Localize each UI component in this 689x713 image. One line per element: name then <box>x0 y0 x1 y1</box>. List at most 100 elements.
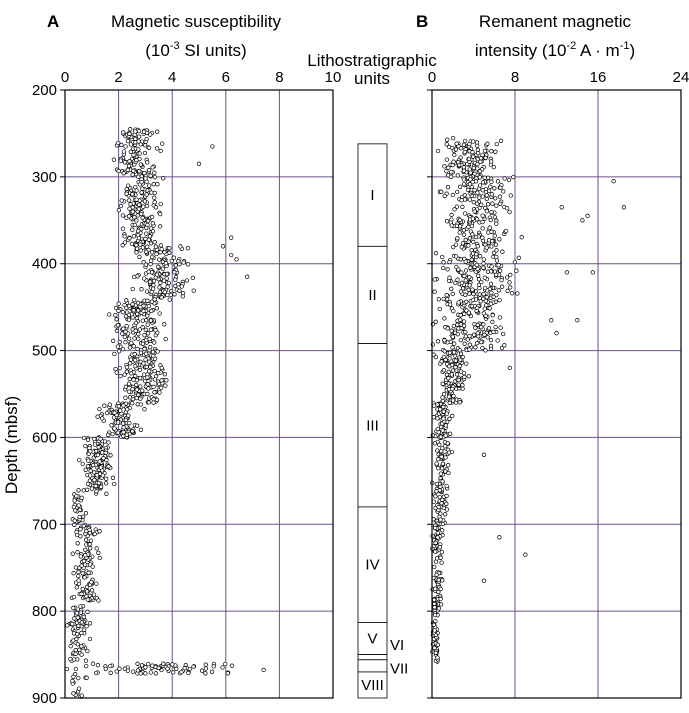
panel-a-data-point <box>114 669 119 674</box>
panel-b-data-point <box>432 277 437 282</box>
panel-a-data-point <box>148 345 153 350</box>
panel-b-data-point <box>462 138 468 144</box>
panel-b-data-point <box>444 168 449 174</box>
panel-a-data-point <box>78 554 83 559</box>
panel-b-data-point <box>433 251 439 256</box>
panel-a-data-point <box>203 666 209 671</box>
panel-a-data-point <box>115 420 121 425</box>
panel-b-data-point <box>448 174 454 179</box>
panel-b-outlier-point <box>523 552 528 557</box>
panel-a-data-point <box>167 297 172 302</box>
panel-a-data-point <box>80 461 85 467</box>
panel-b-data-point <box>511 174 516 180</box>
panel-a-data-point <box>72 518 77 523</box>
panel-b-data-point <box>446 463 451 468</box>
panel-b-data-point <box>500 249 505 254</box>
panel-a-y-tick-label: 300 <box>32 169 57 186</box>
panel-a-data-point <box>78 610 83 615</box>
panel-b-data-point <box>489 179 494 184</box>
panel-a-data-point <box>125 183 131 188</box>
panel-b-data-point <box>485 202 491 207</box>
panel-b-data-point <box>445 297 450 302</box>
panel-a-data-point <box>83 547 88 552</box>
panel-a-data-point <box>148 318 154 323</box>
panel-b-data-point <box>436 430 441 435</box>
panel-b-data-point <box>458 313 463 318</box>
panel-a-data-point <box>108 663 113 669</box>
panel-b-data-point <box>482 175 487 180</box>
panel-a-data-point <box>151 384 156 390</box>
panel-a-data-point <box>135 668 141 673</box>
panel-a-data-point <box>159 247 164 252</box>
panel-a-data-point <box>126 198 132 203</box>
panel-a-data-point <box>89 486 95 491</box>
panel-b-data-point <box>489 192 494 197</box>
panel-a-data-point <box>130 227 135 232</box>
panel-a-data-point <box>90 462 96 468</box>
panel-b-data-point <box>508 193 513 198</box>
panel-a-data-point <box>121 171 126 176</box>
panel-b-data-point <box>478 299 483 304</box>
panel-a-data-point <box>116 301 121 306</box>
panel-b-data-point <box>451 393 456 399</box>
panel-b-data-point <box>489 159 494 164</box>
panel-b-data-point <box>483 155 488 160</box>
panel-a-data-point <box>223 661 228 667</box>
panel-b-data-point <box>462 273 467 279</box>
panel-b-data-point <box>455 332 460 337</box>
panel-a-data-point <box>112 351 117 357</box>
panel-a-data-point <box>126 336 132 341</box>
panel-b-data-point <box>482 148 488 154</box>
panel-b-data-point <box>461 228 466 233</box>
panel-a-data-point <box>146 168 152 173</box>
panel-b-data-point <box>493 196 498 201</box>
panel-b-data-point <box>440 521 446 527</box>
panel-a-data-point <box>112 481 117 487</box>
panel-a-data-point <box>136 308 141 313</box>
panel-b-data-point <box>444 501 449 506</box>
panel-a-data-point <box>182 666 187 671</box>
panel-a-data-point <box>143 351 149 356</box>
panel-a-data-point <box>107 402 113 407</box>
panel-a-data-point <box>147 336 152 342</box>
panel-a-data-point <box>126 381 132 386</box>
panel-a-data-point <box>112 410 117 415</box>
panel-a-data-point <box>88 449 93 454</box>
panel-a-data-point <box>143 236 148 241</box>
panel-b-data-point <box>463 334 469 339</box>
panel-a-data-point <box>83 443 88 449</box>
panel-b-data-point <box>475 266 480 272</box>
panel-b-data-point <box>457 400 462 405</box>
panel-b-data-point <box>441 265 446 271</box>
panel-a-data-point <box>79 563 84 568</box>
panel-a-data-point <box>143 665 148 670</box>
panel-a-data-point <box>151 283 156 288</box>
panel-a-data-point <box>137 202 142 207</box>
panel-b-data-point <box>457 224 463 229</box>
panel-b-title-line1: Remanent magnetic <box>479 12 632 31</box>
panel-b-data-point <box>458 351 464 356</box>
panel-a-data-point <box>121 430 126 435</box>
panel-b-data-point <box>432 628 437 633</box>
panel-a-x-tick-label: 2 <box>114 69 122 86</box>
panel-b-data-point <box>462 211 468 216</box>
panel-b-data-point <box>502 176 507 181</box>
panel-a-data-point <box>153 671 159 676</box>
panel-b-outlier-point <box>497 535 502 540</box>
panel-a-data-point <box>164 271 170 277</box>
panel-a-data-point <box>125 167 130 173</box>
panel-a-data-point <box>95 452 100 458</box>
panel-a-data-point <box>130 401 135 406</box>
panel-b-data-point <box>444 157 450 162</box>
panel-b-data-point <box>447 364 452 369</box>
panel-a-data-point <box>134 387 140 392</box>
panel-a-data-point <box>143 671 148 676</box>
panel-a-data-point <box>77 647 82 652</box>
panel-a-data-point <box>123 144 128 149</box>
panel-b-data-point <box>502 343 507 348</box>
panel-a-data-point <box>89 580 94 585</box>
panel-b-data-point <box>471 165 476 171</box>
panel-a-x-tick-label: 10 <box>325 69 342 86</box>
panel-b-data-point <box>433 586 438 591</box>
